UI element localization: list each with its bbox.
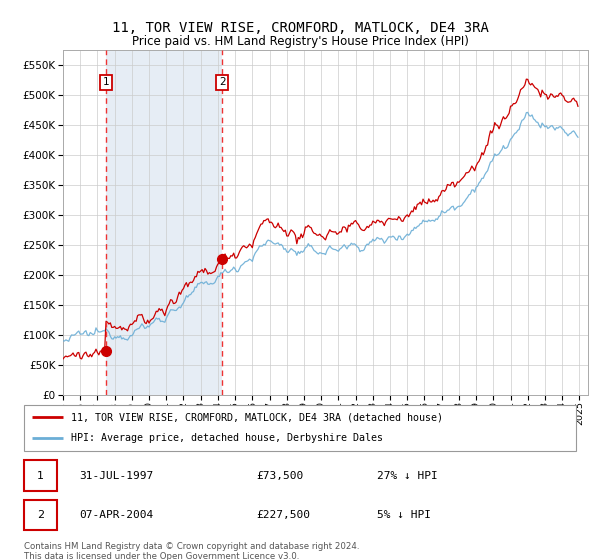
Text: 1: 1 [103,77,109,87]
Text: 1: 1 [37,471,44,480]
Text: Contains HM Land Registry data © Crown copyright and database right 2024.
This d: Contains HM Land Registry data © Crown c… [24,542,359,560]
Bar [106,50,222,395]
FancyBboxPatch shape [24,460,57,491]
Text: 5% ↓ HPI: 5% ↓ HPI [377,510,431,520]
Text: £227,500: £227,500 [256,510,310,520]
FancyBboxPatch shape [24,500,57,530]
FancyBboxPatch shape [24,405,576,451]
Text: £73,500: £73,500 [256,471,303,480]
Text: 2: 2 [219,77,226,87]
Text: 11, TOR VIEW RISE, CROMFORD, MATLOCK, DE4 3RA: 11, TOR VIEW RISE, CROMFORD, MATLOCK, DE… [112,21,488,35]
Text: 2: 2 [37,510,44,520]
Text: 27% ↓ HPI: 27% ↓ HPI [377,471,438,480]
Text: 31-JUL-1997: 31-JUL-1997 [79,471,154,480]
Text: 11, TOR VIEW RISE, CROMFORD, MATLOCK, DE4 3RA (detached house): 11, TOR VIEW RISE, CROMFORD, MATLOCK, DE… [71,412,443,422]
Text: Price paid vs. HM Land Registry's House Price Index (HPI): Price paid vs. HM Land Registry's House … [131,35,469,48]
Text: 07-APR-2004: 07-APR-2004 [79,510,154,520]
Text: HPI: Average price, detached house, Derbyshire Dales: HPI: Average price, detached house, Derb… [71,433,383,444]
